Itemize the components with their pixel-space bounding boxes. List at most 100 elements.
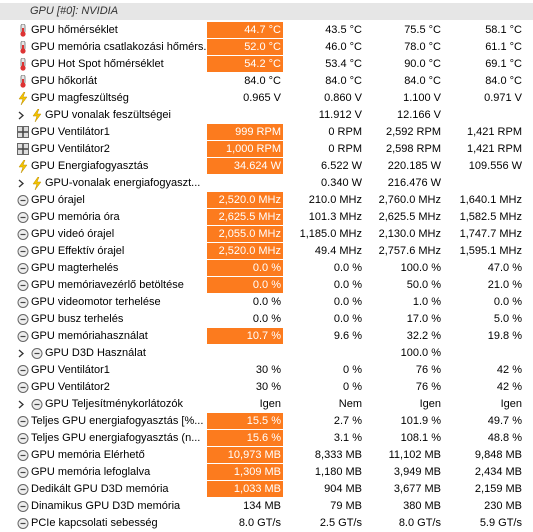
avg-value: 5.9 GT/s bbox=[479, 517, 522, 529]
max-value: 3,949 MB bbox=[393, 466, 441, 478]
sensor-row[interactable]: GPU Energiafogyasztás 34.624 W 6.522 W 220.… bbox=[0, 158, 533, 175]
sensor-label: GPU Effektív órajel bbox=[31, 245, 125, 257]
sensor-row[interactable]: GPU Ventilátor1 999 RPM 0 RPM 2,592 RPM 1,42… bbox=[0, 124, 533, 141]
sensor-icon bbox=[17, 331, 29, 342]
min-value: 0 RPM bbox=[328, 143, 362, 155]
sensor-row[interactable]: Teljes GPU energiafogyasztás [%... 15.5 %… bbox=[0, 413, 533, 430]
group-header[interactable]: GPU [#0]: NVIDIA bbox=[0, 3, 533, 20]
sensor-label: GPU Teljesítménykorlátozók bbox=[45, 398, 183, 410]
sensor-label: GPU busz terhelés bbox=[31, 313, 124, 325]
max-value: 75.5 °C bbox=[404, 24, 441, 36]
sensor-row[interactable]: GPU videó órajel 2,055.0 MHz 1,185.0 MHz 2,… bbox=[0, 226, 533, 243]
sensor-label: GPU Energiafogyasztás bbox=[31, 160, 149, 172]
avg-value: 2,159 MB bbox=[474, 483, 522, 495]
sensor-row[interactable]: PCIe kapcsolati sebesség 8.0 GT/s 2.5 GT/s… bbox=[0, 515, 533, 532]
current-value: 10.7 % bbox=[207, 328, 283, 344]
sensor-row[interactable]: GPU Ventilátor1 30 % 0 % 76 % 42 % bbox=[0, 362, 533, 379]
avg-value: Igen bbox=[500, 398, 522, 410]
sensor-row[interactable]: GPU memória óra 2,625.5 MHz 101.3 MHz 2,625… bbox=[0, 209, 533, 226]
sensor-row[interactable]: GPU memória Elérhető 10,973 MB 8,333 MB 11,… bbox=[0, 447, 533, 464]
sensor-row[interactable]: GPU videomotor terhelése 0.0 % 0.0 % 1.0 % 0… bbox=[0, 294, 533, 311]
sensor-row[interactable]: GPU magfeszültség 0.965 V 0.860 V 1.100 V 0.… bbox=[0, 90, 533, 107]
min-value: 53.4 °C bbox=[325, 58, 362, 70]
current-value: 52.0 °C bbox=[207, 39, 283, 55]
sensor-label: Teljes GPU energiafogyasztás (n... bbox=[31, 432, 201, 444]
sensor-row[interactable]: GPU órajel 2,520.0 MHz 210.0 MHz 2,760.0 MH… bbox=[0, 192, 533, 209]
sensor-row[interactable]: Teljes GPU energiafogyasztás (n... 15.6 %… bbox=[0, 430, 533, 447]
current-value: 15.6 % bbox=[207, 430, 283, 446]
sensor-row[interactable]: Dedikált GPU D3D memória 1,033 MB 904 MB 3,… bbox=[0, 481, 533, 498]
max-value: 380 MB bbox=[403, 500, 441, 512]
min-value: 0.340 W bbox=[321, 177, 362, 189]
sensor-row[interactable]: GPU Ventilátor2 30 % 0 % 76 % 42 % bbox=[0, 379, 533, 396]
sensor-icon bbox=[17, 195, 29, 206]
sensor-row[interactable]: GPU memória csatlakozási hőmérs... 52.0 °… bbox=[0, 39, 533, 56]
sensor-label: GPU Ventilátor1 bbox=[31, 126, 110, 138]
sensor-label: GPU magterhelés bbox=[31, 262, 119, 274]
max-value: 12.166 V bbox=[396, 109, 441, 121]
sensor-icon bbox=[20, 58, 26, 71]
sensor-row[interactable]: GPU vonalak feszültségei 11.912 V 12.166 V bbox=[0, 107, 533, 124]
sensor-label: GPU memóriahasználat bbox=[31, 330, 148, 342]
sensor-row[interactable]: GPU Teljesítménykorlátozók Igen Nem Igen Ige… bbox=[0, 396, 533, 413]
avg-value: 5.0 % bbox=[493, 313, 522, 325]
current-value: 1,000 RPM bbox=[207, 141, 283, 157]
sensor-row[interactable]: GPU busz terhelés 0.0 % 0.0 % 17.0 % 5.0 % bbox=[0, 311, 533, 328]
sensor-row[interactable]: GPU memória lefoglalva 1,309 MB 1,180 MB 3,… bbox=[0, 464, 533, 481]
sensor-label: GPU videó órajel bbox=[31, 228, 115, 240]
sensor-icon bbox=[17, 433, 29, 444]
sensor-icon bbox=[17, 450, 29, 461]
icon-shape bbox=[18, 111, 24, 120]
avg-value: 48.8 % bbox=[487, 432, 522, 444]
sensor-icon bbox=[18, 160, 28, 173]
sensor-row[interactable]: GPU D3D Használat 100.0 % bbox=[0, 345, 533, 362]
sensor-row[interactable]: GPU magterhelés 0.0 % 0.0 % 100.0 % 47.0 % bbox=[0, 260, 533, 277]
min-value: 8,333 MB bbox=[314, 449, 362, 461]
min-value: 11.912 V bbox=[318, 109, 362, 121]
sensor-label: GPU Ventilátor2 bbox=[31, 143, 110, 155]
max-value: 2,760.0 MHz bbox=[378, 194, 441, 206]
icon-shape bbox=[22, 45, 24, 51]
avg-value: 230 MB bbox=[484, 500, 522, 512]
sensor-row[interactable]: Dinamikus GPU D3D memória 134 MB 79 MB 380 … bbox=[0, 498, 533, 515]
icon-shape bbox=[18, 400, 24, 409]
sensor-icon bbox=[17, 416, 29, 427]
sensor-icon bbox=[17, 484, 29, 495]
min-value: 0.0 % bbox=[333, 279, 362, 291]
min-value: 9.6 % bbox=[333, 330, 362, 342]
expand-arrow bbox=[18, 349, 24, 358]
sensor-label: GPU Ventilátor1 bbox=[31, 364, 110, 376]
max-value: 2,592 RPM bbox=[385, 126, 441, 138]
sensor-row[interactable]: GPU memóriahasználat 10.7 % 9.6 % 32.2 % 19.… bbox=[0, 328, 533, 345]
max-value: 1.100 V bbox=[403, 92, 441, 104]
current-value: 0.0 % bbox=[252, 313, 281, 325]
current-value: 999 RPM bbox=[207, 124, 283, 140]
sensor-row[interactable]: GPU-vonalak energiafogyaszt... 0.340 W 216… bbox=[0, 175, 533, 192]
current-value: 15.5 % bbox=[207, 413, 283, 429]
sensor-icon bbox=[31, 348, 43, 359]
sensor-row[interactable]: GPU memóriavezérlő betöltése 0.0 % 0.0 % 50… bbox=[0, 277, 533, 294]
avg-value: 61.1 °C bbox=[485, 41, 522, 53]
avg-value: 1,582.5 MHz bbox=[459, 211, 522, 223]
max-value: 76 % bbox=[415, 364, 441, 376]
sensor-row[interactable]: GPU Effektív órajel 2,520.0 MHz 49.4 MHz 2,… bbox=[0, 243, 533, 260]
avg-value: 9,848 MB bbox=[474, 449, 522, 461]
sensor-row[interactable]: GPU Hot Spot hőmérséklet 54.2 °C 53.4 °C 90… bbox=[0, 56, 533, 73]
current-value: 2,520.0 MHz bbox=[207, 243, 283, 259]
sensor-label: Teljes GPU energiafogyasztás [%... bbox=[31, 415, 204, 427]
sensor-label: GPU memória csatlakozási hőmérs... bbox=[31, 41, 213, 53]
avg-value: 49.7 % bbox=[487, 415, 522, 427]
min-value: 3.1 % bbox=[333, 432, 362, 444]
sensor-row[interactable]: GPU hőmérséklet 44.7 °C 43.5 °C 75.5 °C 58.1… bbox=[0, 22, 533, 39]
sensor-row[interactable]: GPU hőkorlát 84.0 °C 84.0 °C 84.0 °C 84.0 °C bbox=[0, 73, 533, 90]
icon-shape bbox=[18, 92, 28, 105]
min-value: 46.0 °C bbox=[325, 41, 362, 53]
min-value: 43.5 °C bbox=[325, 24, 362, 36]
avg-value: 21.0 % bbox=[487, 279, 522, 291]
current-value: 44.7 °C bbox=[207, 22, 283, 38]
current-value: 10,973 MB bbox=[207, 447, 283, 463]
avg-value: 69.1 °C bbox=[485, 58, 522, 70]
sensor-label: GPU memóriavezérlő betöltése bbox=[31, 279, 184, 291]
sensor-row[interactable]: GPU Ventilátor2 1,000 RPM 0 RPM 2,598 RPM 1,… bbox=[0, 141, 533, 158]
